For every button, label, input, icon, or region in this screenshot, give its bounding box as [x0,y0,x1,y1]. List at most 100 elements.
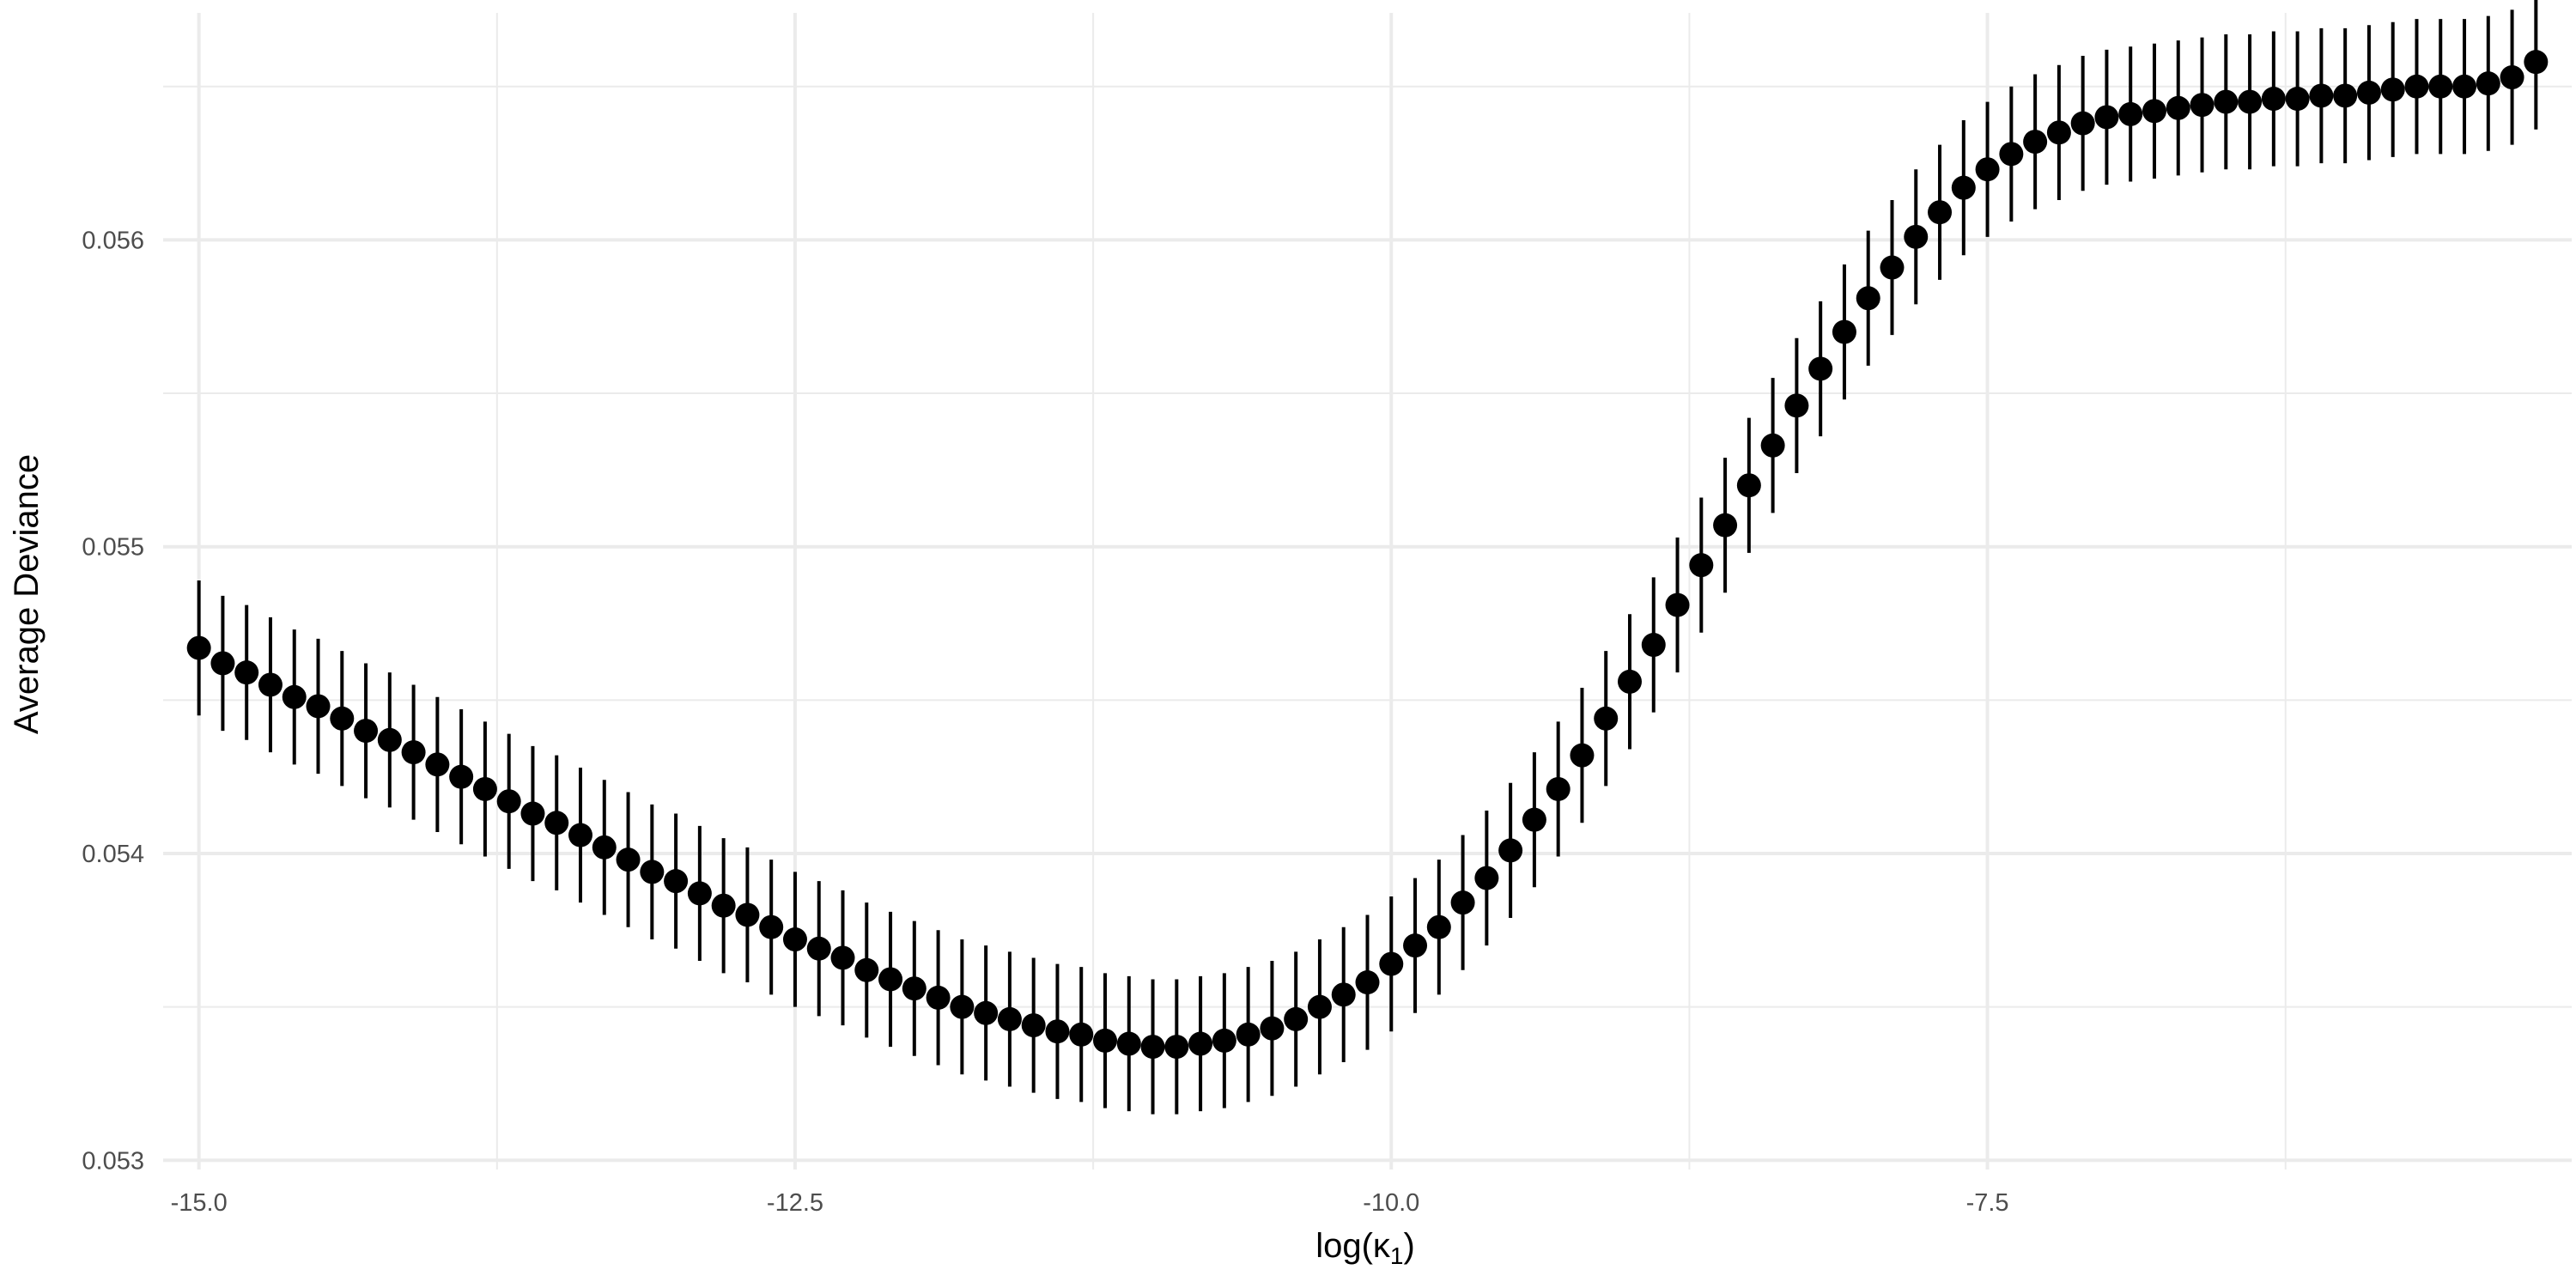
data-point [210,651,235,676]
data-point [926,985,951,1010]
data-point [1546,776,1571,801]
data-point [2285,87,2310,112]
data-point [2309,83,2334,108]
data-point [2118,101,2143,126]
data-point [1808,356,1833,381]
data-point [1498,838,1523,863]
data-point [782,927,807,952]
data-point [830,945,855,970]
data-point [592,835,617,860]
data-point [1570,743,1595,768]
data-point [1928,200,1953,225]
data-point [2524,50,2549,75]
data-point [1713,513,1738,538]
x-tick-labels: -15.0 -12.5 -10.0 -7.5 [171,1189,2009,1217]
x-tick-label: -12.5 [767,1189,823,1217]
data-point [1641,633,1666,658]
data-point [640,860,665,884]
data-point [1236,1022,1261,1047]
data-point [472,776,497,801]
data-point [401,740,426,765]
data-point [1355,970,1380,995]
x-tick-label: -7.5 [1966,1189,2009,1217]
data-point [2238,89,2263,114]
x-tick-label: -10.0 [1363,1189,1419,1217]
data-point [1856,286,1880,311]
data-point [306,694,331,719]
data-point [1331,982,1356,1007]
data-point [1904,224,1929,249]
data-point [258,672,283,697]
data-point [1522,807,1546,832]
data-point [950,994,975,1019]
y-tick-label: 0.053 [82,1147,144,1175]
data-point [1260,1016,1285,1041]
data-point [2500,65,2524,90]
data-point [2070,111,2095,136]
y-tick-label: 0.055 [82,534,144,562]
data-point [2428,74,2453,99]
data-point [2142,99,2166,124]
data-point [1880,255,1905,280]
data-point [1426,914,1451,939]
data-point [1594,706,1619,731]
data-point [234,660,259,685]
data-point [2046,120,2071,145]
data-point [1093,1028,1118,1053]
data-point [496,789,521,814]
data-point [687,881,712,906]
data-point [1951,175,1976,200]
data-point [1760,433,1785,458]
data-point [1975,157,2000,182]
data-point [1617,669,1642,694]
data-point [997,1006,1022,1031]
data-point [377,727,402,752]
data-point [449,764,474,789]
data-point [2452,74,2477,99]
x-axis-title-subscript: 1 [1390,1242,1404,1269]
y-tick-label: 0.054 [82,841,144,868]
data-point [2166,95,2190,120]
data-point [1069,1022,1094,1047]
data-point [2261,87,2286,112]
data-point [282,684,307,709]
data-point [1307,994,1332,1019]
data-point [2380,77,2405,102]
data-point [186,635,211,660]
data-point [854,957,879,982]
data-point [1021,1013,1046,1038]
data-points [186,50,2549,1060]
data-point [2404,74,2429,99]
data-point [1832,319,1856,344]
data-point [902,976,927,1001]
data-point [1665,592,1690,617]
data-point [2094,105,2119,130]
data-point [1403,933,1428,958]
data-point [711,893,736,918]
data-point [974,1000,999,1025]
data-point [2356,80,2381,105]
x-axis-title-main: log(κ [1315,1227,1391,1265]
data-point [520,801,545,826]
data-point [2333,83,2358,108]
data-point [425,752,450,777]
data-point [1379,951,1404,976]
data-point [878,967,903,992]
data-point [1140,1035,1165,1060]
data-point [1284,1006,1309,1031]
data-point [1212,1028,1236,1053]
data-point [1116,1031,1141,1056]
y-axis-title: Average Deviance [8,454,46,734]
data-point [1474,866,1499,890]
data-point [1689,553,1714,578]
data-point [2023,130,2048,155]
data-point [568,823,593,848]
x-tick-label: -15.0 [171,1189,228,1217]
data-point [759,914,784,939]
data-point [664,869,689,894]
data-point [2190,93,2215,118]
data-point [1188,1031,1213,1056]
data-point [735,902,760,927]
